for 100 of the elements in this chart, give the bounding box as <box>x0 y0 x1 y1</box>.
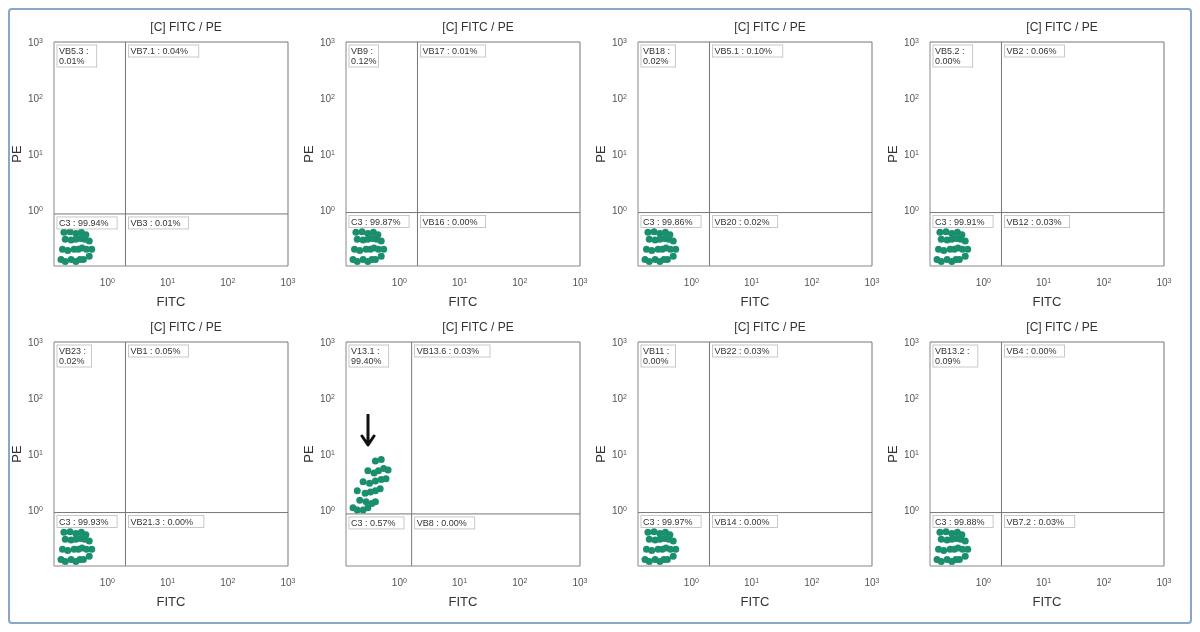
annotation: C3 : 99.93% <box>59 516 109 527</box>
annotation: C3 : 99.88% <box>935 516 985 527</box>
chart-title: [C] FITC / PE <box>733 20 807 34</box>
y-tick-label: 10$^{1}$ <box>319 148 336 160</box>
x-tick-label: 10$^{1}$ <box>1036 276 1052 288</box>
x-tick-label: 10$^{1}$ <box>160 276 176 288</box>
y-axis-title: PE <box>8 145 24 163</box>
x-tick-label: 10$^{2}$ <box>512 576 528 588</box>
annotation: VB9 : 0.12% <box>351 46 377 66</box>
y-tick-label: 10$^{2}$ <box>27 392 44 404</box>
y-tick-label: 10$^{1}$ <box>319 448 336 460</box>
y-tick-label: 10$^{2}$ <box>903 392 920 404</box>
x-tick-label: 10$^{2}$ <box>220 576 236 588</box>
annotation: VB16 : 0.00% <box>422 216 478 227</box>
y-tick-label: 10$^{1}$ <box>27 448 44 460</box>
x-axis-title: FITC <box>1032 294 1062 309</box>
y-tick-label: 10$^{2}$ <box>611 392 628 404</box>
x-tick-label: 10$^{2}$ <box>220 276 236 288</box>
x-tick-label: 10$^{1}$ <box>160 576 176 588</box>
chart-title: [C] FITC / PE <box>149 320 223 334</box>
y-tick-label: 10$^{3}$ <box>27 336 44 348</box>
annotation: VB12 : 0.03% <box>1006 216 1062 227</box>
x-tick-label: 10$^{2}$ <box>1096 276 1112 288</box>
x-axis-title: FITC <box>448 594 478 609</box>
x-tick-label: 10$^{0}$ <box>99 276 115 288</box>
x-tick-label: 10$^{0}$ <box>683 576 699 588</box>
y-tick-label: 10$^{1}$ <box>903 148 920 160</box>
annotation: VB11 : 0.00% <box>643 346 670 366</box>
y-axis-title: PE <box>8 445 24 463</box>
x-tick-label: 10$^{0}$ <box>975 276 991 288</box>
x-tick-label: 10$^{2}$ <box>512 276 528 288</box>
x-axis-title: FITC <box>448 294 478 309</box>
annotation: VB7.1 : 0.04% <box>130 46 189 56</box>
x-tick-label: 10$^{1}$ <box>744 576 760 588</box>
x-tick-label: 10$^{3}$ <box>1156 576 1172 588</box>
y-axis-title: PE <box>884 445 900 463</box>
x-tick-label: 10$^{1}$ <box>1036 576 1052 588</box>
x-tick-label: 10$^{3}$ <box>572 576 588 588</box>
x-tick-label: 10$^{1}$ <box>744 276 760 288</box>
y-tick-label: 10$^{2}$ <box>611 92 628 104</box>
y-axis-title: PE <box>884 145 900 163</box>
y-tick-label: 10$^{0}$ <box>27 204 44 216</box>
annotation: C3 : 99.86% <box>643 216 693 227</box>
annotation: C3 : 99.87% <box>351 216 401 227</box>
x-axis-title: FITC <box>156 294 186 309</box>
chart-title: [C] FITC / PE <box>149 20 223 34</box>
y-tick-label: 10$^{0}$ <box>611 504 628 516</box>
x-axis-title: FITC <box>740 594 770 609</box>
chart-title: [C] FITC / PE <box>441 320 515 334</box>
annotation: VB4 : 0.00% <box>1006 346 1057 356</box>
x-tick-label: 10$^{0}$ <box>391 276 407 288</box>
x-tick-label: 10$^{3}$ <box>280 276 296 288</box>
x-tick-label: 10$^{0}$ <box>975 576 991 588</box>
x-tick-label: 10$^{3}$ <box>280 576 296 588</box>
annotation: VB3 : 0.01% <box>130 217 181 228</box>
x-tick-label: 10$^{1}$ <box>452 276 468 288</box>
annotation: VB23 : 0.02% <box>59 346 87 366</box>
annotation: VB8 : 0.00% <box>416 517 467 528</box>
annotation: VB14 : 0.00% <box>714 516 770 527</box>
annotation: C3 : 0.57% <box>351 517 396 528</box>
chart-title: [C] FITC / PE <box>733 320 807 334</box>
y-tick-label: 10$^{3}$ <box>611 336 628 348</box>
x-axis-title: FITC <box>1032 594 1062 609</box>
y-tick-label: 10$^{0}$ <box>903 204 920 216</box>
annotation: VB5.3 : 0.01% <box>59 46 89 66</box>
y-tick-label: 10$^{3}$ <box>319 36 336 48</box>
annotation: VB21.3 : 0.00% <box>130 516 194 527</box>
chart-title: [C] FITC / PE <box>1025 20 1099 34</box>
annotation: C3 : 99.94% <box>59 217 109 228</box>
annotation: VB18 : 0.02% <box>643 46 671 66</box>
x-tick-label: 10$^{0}$ <box>391 576 407 588</box>
x-tick-label: 10$^{3}$ <box>864 276 880 288</box>
y-tick-label: 10$^{0}$ <box>903 504 920 516</box>
y-tick-label: 10$^{1}$ <box>903 448 920 460</box>
y-axis-title: PE <box>592 145 608 163</box>
annotation: VB5.1 : 0.10% <box>714 46 773 56</box>
chart-title: [C] FITC / PE <box>1025 320 1099 334</box>
y-axis-title: PE <box>300 145 316 163</box>
chart-title: [C] FITC / PE <box>441 20 515 34</box>
y-axis-title: PE <box>592 445 608 463</box>
y-tick-label: 10$^{1}$ <box>27 148 44 160</box>
x-tick-label: 10$^{2}$ <box>1096 576 1112 588</box>
x-tick-label: 10$^{2}$ <box>804 276 820 288</box>
x-tick-label: 10$^{2}$ <box>804 576 820 588</box>
annotation: C3 : 99.91% <box>935 216 985 227</box>
x-axis-title: FITC <box>156 594 186 609</box>
y-tick-label: 10$^{3}$ <box>27 36 44 48</box>
y-tick-label: 10$^{0}$ <box>27 504 44 516</box>
annotation: VB5.2 : 0.00% <box>935 46 965 66</box>
y-tick-label: 10$^{2}$ <box>903 92 920 104</box>
annotation: VB13.6 : 0.03% <box>416 346 480 356</box>
annotation: V13.1 : 99.40% <box>351 346 382 366</box>
annotation: C3 : 99.97% <box>643 516 693 527</box>
y-tick-label: 10$^{1}$ <box>611 148 628 160</box>
y-tick-label: 10$^{2}$ <box>27 92 44 104</box>
y-tick-label: 10$^{2}$ <box>319 392 336 404</box>
y-axis-title: PE <box>300 445 316 463</box>
annotation: VB2 : 0.06% <box>1006 46 1057 56</box>
y-tick-label: 10$^{3}$ <box>611 36 628 48</box>
y-tick-label: 10$^{2}$ <box>319 92 336 104</box>
